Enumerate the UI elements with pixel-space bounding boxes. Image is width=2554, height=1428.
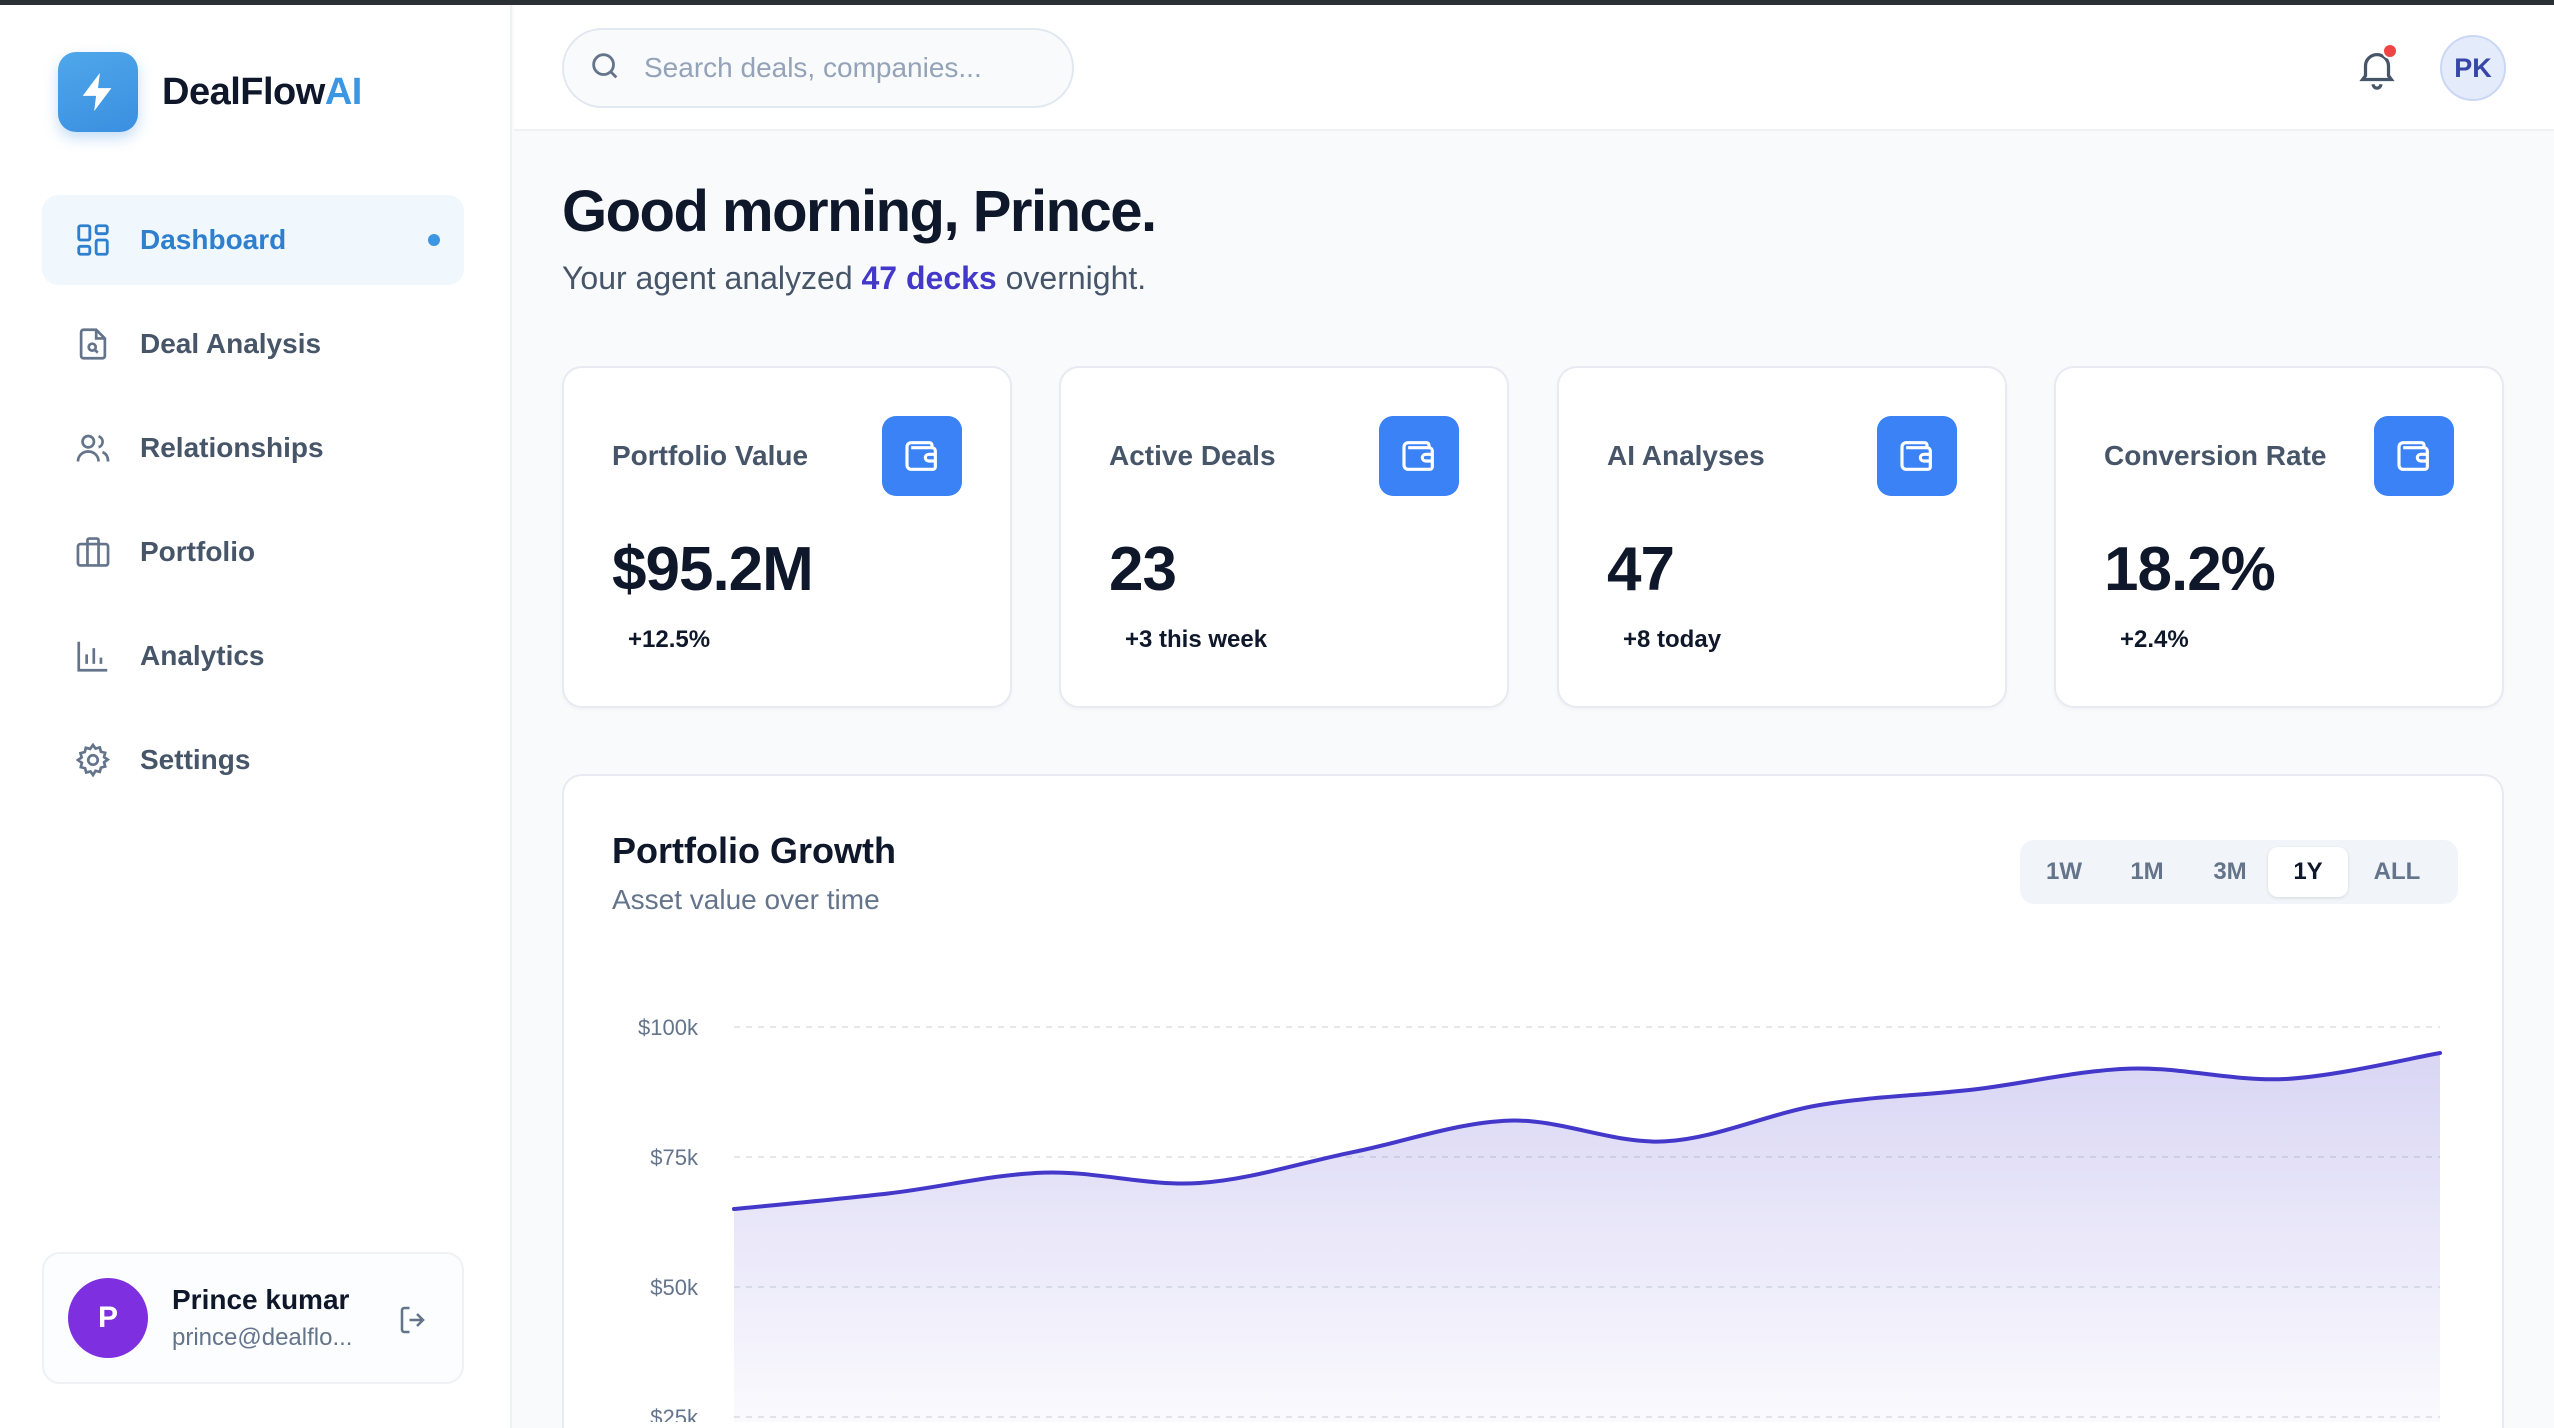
gear-icon <box>74 741 112 779</box>
y-tick-label: $25k <box>650 1405 699 1422</box>
stat-label: AI Analyses <box>1607 440 1765 471</box>
stat-change: +2.4% <box>2120 626 2189 653</box>
stat-card-portfolio-value[interactable]: Portfolio Value $95.2M +12.5% <box>562 366 1012 708</box>
sidebar-item-settings[interactable]: Settings <box>42 715 464 805</box>
notification-badge <box>2382 43 2398 59</box>
y-tick-label: $100k <box>638 1015 699 1040</box>
document-search-icon <box>74 325 112 363</box>
area-fill <box>734 1053 2440 1422</box>
wallet-icon <box>882 416 962 496</box>
brand[interactable]: DealFlowAI <box>58 52 362 132</box>
wallet-icon <box>1379 416 1459 496</box>
range-button-3m[interactable]: 3M <box>2213 858 2247 885</box>
user-name: Prince kumar <box>172 1284 350 1315</box>
briefcase-icon <box>74 533 112 571</box>
sidebar-item-label: Settings <box>140 744 251 775</box>
grid-icon <box>74 221 112 259</box>
sidebar-item-portfolio[interactable]: Portfolio <box>42 507 464 597</box>
bar-chart-icon <box>74 637 112 675</box>
user-profile-card[interactable]: P Prince kumar prince@dealflo... <box>42 1252 464 1384</box>
search-bar[interactable] <box>562 28 1074 108</box>
brand-name-suffix: AI <box>324 70 363 113</box>
active-indicator-dot <box>428 234 440 246</box>
sidebar-item-relationships[interactable]: Relationships <box>42 403 464 493</box>
stat-label: Portfolio Value <box>612 440 809 471</box>
chart-title: Portfolio Growth <box>612 830 896 871</box>
sidebar-item-label: Dashboard <box>140 224 287 255</box>
page-title: Good morning, Prince. <box>562 179 1157 244</box>
sidebar-item-analytics[interactable]: Analytics <box>42 611 464 701</box>
wallet-icon <box>2374 416 2454 496</box>
stat-value: 18.2% <box>2104 535 2276 604</box>
avatar: P <box>68 1278 148 1358</box>
stat-card-ai-analyses[interactable]: AI Analyses 47 +8 today <box>1557 366 2007 708</box>
sidebar-item-label: Analytics <box>140 640 265 671</box>
sidebar-item-label: Deal Analysis <box>140 328 322 359</box>
sidebar-item-deal-analysis[interactable]: Deal Analysis <box>42 299 464 389</box>
brand-name-text: DealFlow <box>162 70 325 113</box>
logout-icon[interactable] <box>396 1302 432 1338</box>
stat-change: +8 today <box>1623 626 1722 653</box>
range-button-1y[interactable]: 1Y <box>2268 847 2348 897</box>
stat-label: Active Deals <box>1109 440 1276 471</box>
subtitle-suffix: overnight. <box>996 260 1147 296</box>
sidebar: DealFlowAI Dashboard Deal Analysis Relat… <box>0 5 512 1428</box>
bell-icon[interactable] <box>2354 45 2400 91</box>
subtitle-prefix: Your agent analyzed <box>562 260 862 296</box>
stat-change: +12.5% <box>628 626 711 653</box>
range-button-1m[interactable]: 1M <box>2130 858 2164 885</box>
stat-card-conversion-rate[interactable]: Conversion Rate 18.2% +2.4% <box>2054 366 2504 708</box>
sidebar-nav: Dashboard Deal Analysis Relationships Po… <box>42 195 464 819</box>
y-tick-label: $75k <box>650 1145 699 1170</box>
stat-card-active-deals[interactable]: Active Deals 23 +3 this week <box>1059 366 1509 708</box>
page-subtitle: Your agent analyzed 47 decks overnight. <box>562 260 1146 297</box>
sidebar-item-label: Relationships <box>140 432 324 463</box>
header-avatar[interactable]: PK <box>2440 35 2506 101</box>
y-tick-label: $50k <box>650 1275 699 1300</box>
stat-value: 47 <box>1607 535 1675 604</box>
search-input[interactable] <box>644 52 1034 84</box>
stat-cards: Portfolio Value $95.2M +12.5% Active Dea… <box>562 366 2504 708</box>
sidebar-item-label: Portfolio <box>140 536 256 567</box>
users-icon <box>74 429 112 467</box>
range-button-all[interactable]: ALL <box>2373 858 2421 885</box>
user-info: Prince kumar prince@dealflo... <box>172 1284 352 1352</box>
stat-label: Conversion Rate <box>2104 440 2327 471</box>
range-button-1w[interactable]: 1W <box>2046 858 2082 885</box>
series-line <box>732 1051 2442 1211</box>
user-email: prince@dealflo... <box>172 1324 353 1351</box>
chart-subtitle: Asset value over time <box>612 884 880 915</box>
stat-value: $95.2M <box>612 535 814 604</box>
sidebar-item-dashboard[interactable]: Dashboard <box>42 195 464 285</box>
window-top-border <box>0 0 2554 5</box>
stat-change: +3 this week <box>1125 626 1268 653</box>
wallet-icon <box>1877 416 1957 496</box>
lightning-bolt-icon <box>58 52 138 132</box>
time-range-selector: 1W 1M 3M 1Y ALL <box>2020 840 2458 904</box>
brand-name: DealFlowAI <box>162 71 362 114</box>
portfolio-growth-chart: $100k $75k $50k $25k <box>638 1015 2442 1422</box>
stat-value: 23 <box>1109 535 1177 604</box>
subtitle-highlight: 47 decks <box>861 260 997 296</box>
top-header: PK <box>514 5 2554 131</box>
portfolio-growth-card: Portfolio Growth Asset value over time 1… <box>562 774 2504 1428</box>
search-icon <box>588 49 622 88</box>
